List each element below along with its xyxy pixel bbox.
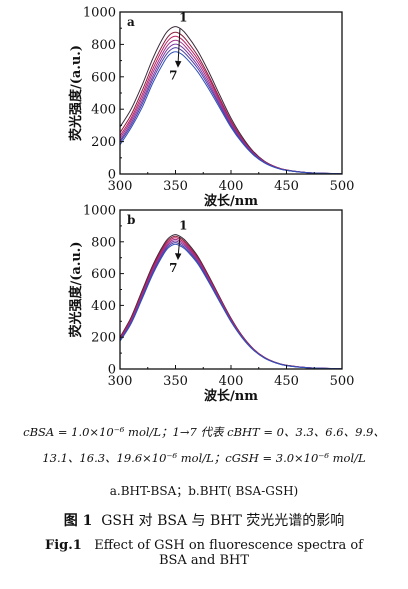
figure-title-en-line2: BSA and BHT <box>158 553 250 568</box>
x-axis-label: 波长/nm <box>204 388 258 404</box>
caption-conditions-line1: cBSA = 1.0×10⁻⁶ mol/L；1→7 代表 cBHT = 0、3.… <box>23 425 385 439</box>
x-tick-label: 350 <box>163 179 188 194</box>
y-tick-label: 400 <box>91 103 116 118</box>
curve-label-first: 1 <box>179 11 187 25</box>
series-line-4 <box>119 39 343 175</box>
curve-label-last: 7 <box>169 69 177 83</box>
series-line-7 <box>119 51 343 175</box>
x-tick-label: 500 <box>330 179 355 194</box>
trend-arrow-shaft <box>177 28 181 66</box>
chart-panel-a: 300 350 400 450 500 0 200 400 600 800 1000 波长/nm 荧光强… <box>68 6 354 210</box>
x-tick-label: 450 <box>274 374 299 389</box>
y-tick-label: 800 <box>91 235 116 250</box>
y-tick-label: 1000 <box>83 204 116 219</box>
figure-number-en: Fig.1 <box>45 538 82 553</box>
x-tick-label: 400 <box>219 374 244 389</box>
y-tick-label: 200 <box>91 135 116 150</box>
y-axis-label: 荧光强度/(a.u.) <box>68 45 84 141</box>
plot-frame <box>119 209 343 370</box>
y-tick-label: 0 <box>108 363 116 378</box>
y-tick-label: 400 <box>91 299 116 314</box>
series-line-2 <box>119 235 343 370</box>
series-line-6 <box>119 47 343 175</box>
x-axis-label: 波长/nm <box>204 193 258 209</box>
series-line-3 <box>119 237 343 370</box>
y-axis-label: 荧光强度/(a.u.) <box>68 242 84 338</box>
series-line-4 <box>119 238 343 370</box>
y-tick-label: 200 <box>91 331 116 346</box>
caption-subpanels: a.BHT-BSA；b.BHT( BSA-GSH) <box>109 484 299 498</box>
panel-label: a <box>127 15 135 29</box>
y-tick-label: 600 <box>91 70 116 85</box>
series-line-5 <box>119 240 343 370</box>
figure-title-cn-text: GSH 对 BSA 与 BHT 荧光光谱的影响 <box>101 513 345 529</box>
series-line-6 <box>119 242 343 370</box>
figure-number-cn: 图 1 <box>63 513 93 529</box>
x-tick-label: 300 <box>108 374 133 389</box>
x-tick-label: 500 <box>330 374 355 389</box>
y-tick-label: 800 <box>91 38 116 53</box>
series-line-7 <box>119 243 343 370</box>
series-line-1 <box>119 26 343 175</box>
chart-panel-b: 300 350 400 450 500 0 200 400 600 800 1000 波长/nm 荧光强… <box>68 204 354 405</box>
y-tick-label: 1000 <box>83 6 116 21</box>
x-tick-label: 350 <box>163 374 188 389</box>
x-tick-label: 400 <box>219 179 244 194</box>
figure-title-en: Fig.1 Effect of GSH on fluorescence spec… <box>0 538 408 568</box>
trend-arrow-head <box>174 253 182 261</box>
caption-conditions-line2: 13.1、16.3、19.6×10⁻⁶ mol/L；cGSH = 3.0×10⁻… <box>42 451 366 465</box>
y-tick-label: 0 <box>108 168 116 183</box>
panel-label: b <box>127 213 135 227</box>
figure-title-cn: 图 1 GSH 对 BSA 与 BHT 荧光光谱的影响 <box>0 510 408 530</box>
series-line-2 <box>119 31 343 175</box>
curve-label-last: 7 <box>169 261 177 275</box>
x-tick-label: 450 <box>274 179 299 194</box>
trend-arrow-head <box>174 60 182 68</box>
curve-label-first: 1 <box>179 219 187 233</box>
series-line-1 <box>119 234 343 370</box>
y-tick-label: 600 <box>91 267 116 282</box>
plot-frame <box>119 11 343 175</box>
x-tick-label: 300 <box>108 179 133 194</box>
figure-title-en-line1: Effect of GSH on fluorescence spectra of <box>94 538 363 553</box>
